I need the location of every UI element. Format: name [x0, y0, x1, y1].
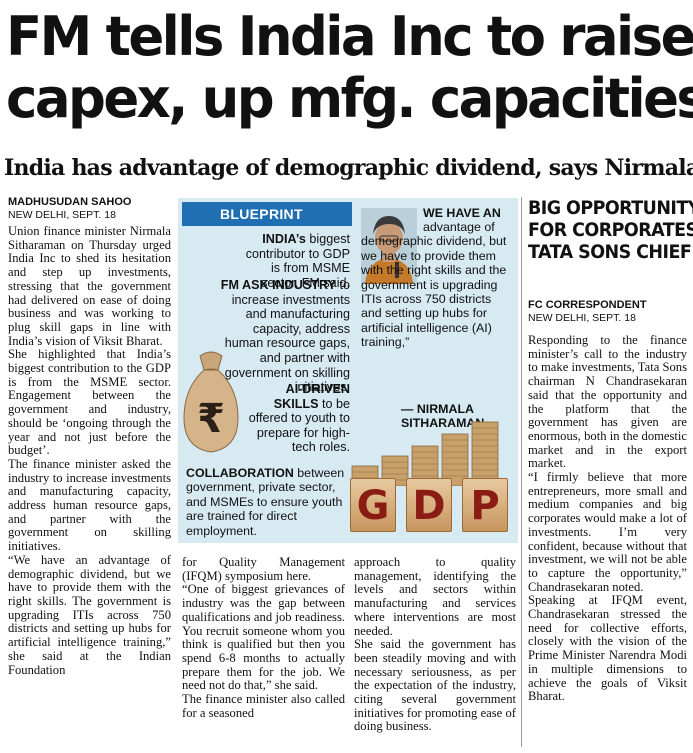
nirmala-photo — [361, 208, 417, 284]
blueprint-infographic: BLUEPRINT ₹ INDIA’s biggest contributor … — [178, 198, 518, 543]
blueprint-item-industry-bold: FM ASK INDUSTRY — [220, 278, 336, 292]
headline: FM tells India Inc to raise capex, up mf… — [6, 5, 693, 130]
gdp-block-p: P — [462, 478, 508, 532]
blueprint-item-industry: FM ASK INDUSTRY to increase investments … — [216, 278, 350, 395]
quote-top: WE HAVE AN — [423, 206, 515, 220]
headline-line-1: FM tells India Inc to raise — [6, 5, 693, 68]
gdp-blocks: G D P — [346, 468, 516, 538]
sidebar-headline-line-1: BIG OPPORTUNITY — [528, 197, 693, 219]
sidebar-column: Responding to the finance minister’s cal… — [528, 333, 687, 704]
byline-dateline: NEW DELHI, SEPT. 18 — [8, 209, 116, 221]
blueprint-item-ai-bold: AI-DRIVEN SKILLS — [273, 382, 350, 411]
sidebar-headline-line-2: FOR CORPORATES: — [528, 219, 693, 241]
blueprint-item-ai: AI-DRIVEN SKILLS to be offered to youth … — [238, 382, 350, 455]
sidebar-byline: FC CORRESPONDENT NEW DELHI, SEPT. 18 — [528, 299, 647, 325]
gdp-block-g: G — [350, 478, 396, 532]
collaboration-bold: COLLABORATION — [186, 466, 294, 480]
paragraph: for Quality Management (IFQM) symposium … — [182, 555, 345, 583]
subheadline: India has advantage of demographic divid… — [4, 155, 693, 181]
paragraph: Union finance minister Nirmala Sitharama… — [8, 224, 171, 348]
person-portrait-icon — [361, 208, 417, 284]
article-column-1: Union finance minister Nirmala Sitharama… — [8, 224, 171, 677]
rupee-bag-icon: ₹ — [183, 351, 239, 453]
paragraph: The finance minister also called for a s… — [182, 692, 345, 720]
article-column-3: approach to quality management, identify… — [354, 555, 516, 734]
blueprint-item-ai-text: to be offered to youth to prepare for hi… — [248, 396, 350, 455]
headline-line-2: capex, up mfg. capacities — [6, 67, 693, 130]
collaboration-text: between government, private sector, and … — [186, 466, 345, 538]
paragraph: “I firmly believe that more entrepreneur… — [528, 470, 687, 594]
blueprint-item-msme-bold: INDIA’s — [262, 232, 306, 246]
sidebar-headline-line-3: TATA SONS CHIEF — [528, 241, 692, 263]
column-divider — [521, 197, 522, 747]
quote-attribution: — NIRMALA SITHARAMAN. — [401, 402, 517, 431]
blueprint-item-collaboration: COLLABORATION between government, privat… — [186, 466, 356, 538]
paragraph: She said the government has been steadil… — [354, 637, 516, 734]
paragraph: “We have an advantage of demographic div… — [8, 552, 171, 677]
quote-bold: WE HAVE AN — [423, 206, 501, 220]
paragraph: The finance minister asked the industry … — [8, 456, 171, 554]
paragraph: “One of biggest grievances of industry w… — [182, 582, 345, 693]
byline-author: MADHUSUDAN SAHOO — [8, 196, 132, 208]
rupee-symbol: ₹ — [197, 396, 225, 442]
sidebar-dateline: NEW DELHI, SEPT. 18 — [528, 312, 636, 324]
blueprint-item-msme: INDIA’s biggest contributor to GDP is fr… — [238, 232, 350, 290]
sidebar-headline: BIG OPPORTUNITY FOR CORPORATES: TATA SON… — [528, 197, 693, 263]
paragraph: She highlighted that India’s biggest con… — [8, 347, 171, 458]
article-column-2: for Quality Management (IFQM) symposium … — [182, 555, 345, 720]
paragraph: Responding to the finance minister’s cal… — [528, 333, 687, 471]
quote-body: advantage of demographic dividend, but w… — [361, 220, 515, 350]
byline: MADHUSUDAN SAHOO NEW DELHI, SEPT. 18 — [8, 196, 131, 222]
blueprint-item-msme-text: biggest contributor to GDP is from MSME … — [245, 232, 350, 290]
paragraph: approach to quality management, identify… — [354, 555, 516, 638]
quote-text: advantage of demographic dividend, but w… — [361, 220, 507, 350]
sidebar-author: FC CORRESPONDENT — [528, 299, 647, 311]
blueprint-item-industry-text: to increase investments and manufacturin… — [224, 278, 350, 395]
paragraph: Speaking at IFQM event, Chandrasekaran s… — [528, 593, 687, 704]
gdp-block-d: D — [406, 478, 452, 532]
attribution-line-2: SITHARAMAN. — [401, 416, 488, 431]
quote-panel: WE HAVE AN advantage of demographic divi… — [357, 204, 517, 444]
blueprint-tag: BLUEPRINT — [182, 202, 352, 226]
attribution-line-1: — NIRMALA — [401, 402, 474, 416]
